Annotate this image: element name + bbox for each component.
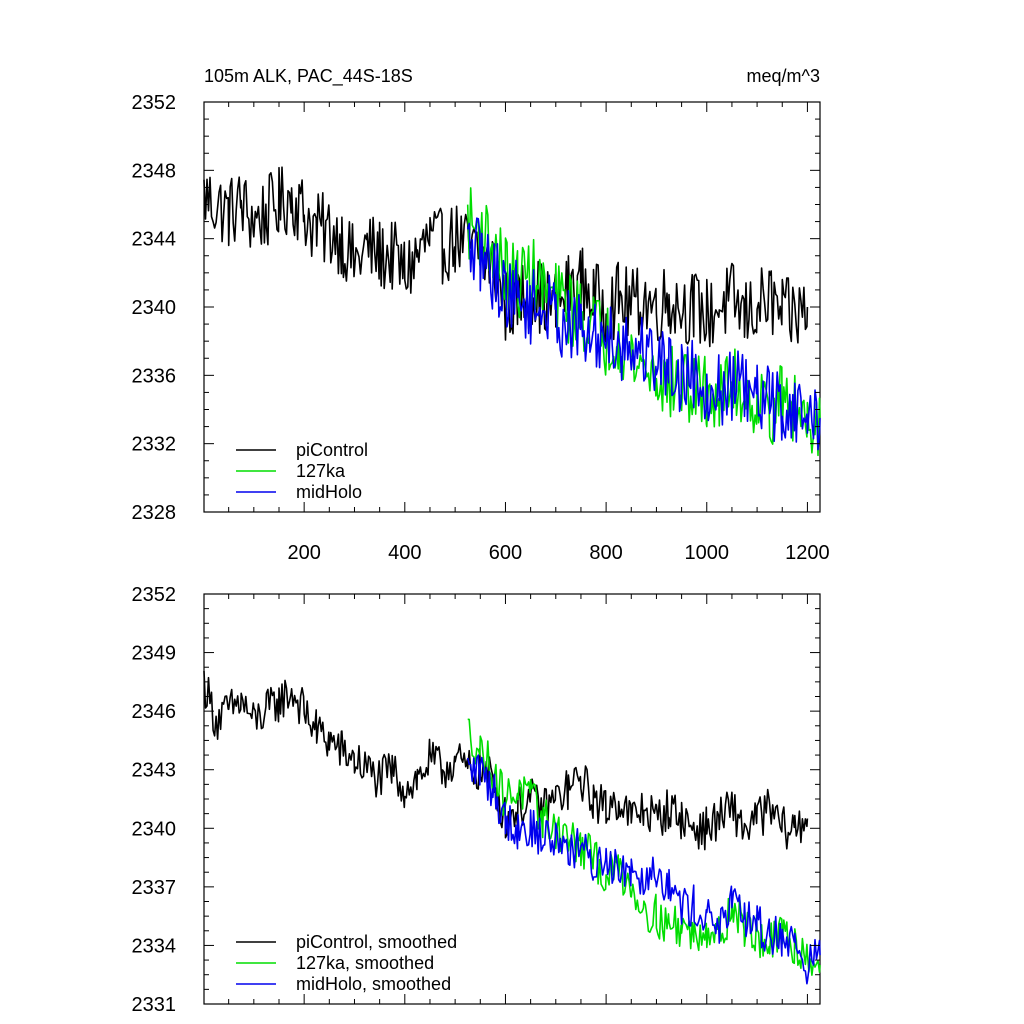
series-line-midholo-smoothed [466, 754, 821, 985]
x-tick-label: 1000 [685, 542, 730, 564]
y-tick-label: 2340 [132, 297, 177, 319]
panel-top: 105m ALK, PAC_44S-18S meq/m^3 200 400 600 8… [132, 66, 830, 564]
units-label: meq/m^3 [747, 66, 820, 86]
series-layer-top [203, 166, 821, 457]
legend-label: 127ka [296, 461, 346, 481]
x-tick-label: 600 [489, 542, 522, 564]
ticks-layer-bottom: 2331 2334 2337 2340 2343 2346 2349 2352 [132, 584, 820, 1016]
x-tick-label: 200 [287, 542, 320, 564]
series-layer-bottom [203, 670, 821, 985]
y-tick-label: 2346 [132, 701, 177, 723]
legend-label: 127ka, smoothed [296, 953, 434, 973]
series-line-127ka [466, 187, 821, 457]
y-tick-label: 2336 [132, 365, 177, 387]
x-tick-label: 400 [388, 542, 421, 564]
y-tick-label: 2332 [132, 434, 177, 456]
y-tick-label: 2328 [132, 502, 177, 524]
series-line-127ka-smoothed [467, 718, 821, 977]
chart-title: 105m ALK, PAC_44S-18S [204, 66, 413, 87]
y-tick-label: 2334 [132, 935, 177, 957]
y-tick-label: 2349 [132, 643, 177, 665]
ticks-layer-top: 200 400 600 800 1000 1200 2328 2332 2336 2340 2344… [132, 92, 830, 564]
y-tick-label: 2352 [132, 584, 177, 606]
y-tick-label: 2340 [132, 818, 177, 840]
y-tick-label: 2343 [132, 760, 177, 782]
legend-label: midHolo [296, 482, 362, 502]
series-line-midholo [466, 217, 821, 451]
x-tick-label: 800 [589, 542, 622, 564]
legend-label: piControl, smoothed [296, 932, 457, 952]
legend-label: midHolo, smoothed [296, 974, 451, 994]
y-tick-label: 2352 [132, 92, 177, 114]
y-tick-label: 2337 [132, 877, 177, 899]
x-tick-label: 1200 [785, 542, 830, 564]
panel-bottom: 2331 2334 2337 2340 2343 2346 2349 2352 piContr… [132, 584, 821, 1016]
y-tick-label: 2344 [132, 229, 177, 251]
legend-label: piControl [296, 440, 368, 460]
series-line-picontrol-smoothed [203, 670, 809, 851]
y-tick-label: 2348 [132, 160, 177, 182]
y-tick-label: 2331 [132, 994, 177, 1016]
